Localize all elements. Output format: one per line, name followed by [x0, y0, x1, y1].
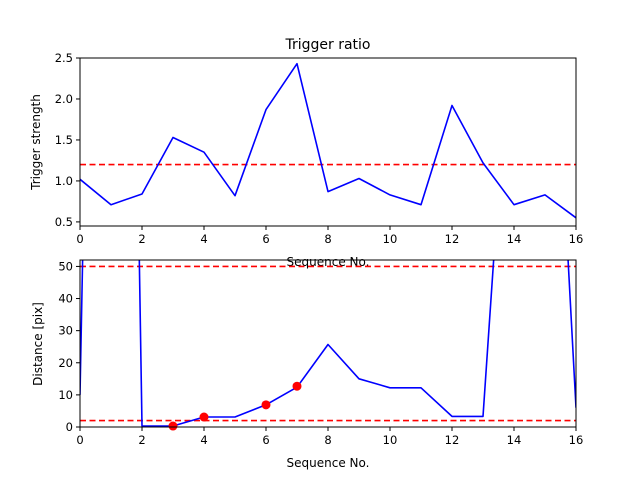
- bottom-x-tick-label: 6: [262, 433, 269, 447]
- bottom-y-tick-label: 20: [58, 356, 73, 370]
- top-axes-frame: [79, 57, 577, 227]
- top-x-tick-label: 14: [507, 232, 522, 246]
- bottom-marker-point: [292, 381, 302, 391]
- bottom-x-axis-label: Sequence No.: [287, 456, 370, 470]
- bottom-x-tick-label: 4: [200, 433, 207, 447]
- bottom-y-tick-label: 30: [58, 324, 73, 338]
- bottom-x-tick-label: 16: [569, 433, 584, 447]
- top-series-line-0: [80, 62, 576, 219]
- bottom-x-tick-label: 14: [507, 433, 522, 447]
- top-x-tick-label: 8: [324, 232, 331, 246]
- bottom-x-tick-label: 2: [138, 433, 145, 447]
- bottom-y-tick-label: 10: [58, 388, 73, 402]
- bottom-y-axis-label: Distance [pix]: [31, 302, 45, 386]
- top-y-tick-label: 2.5: [55, 51, 73, 65]
- bottom-series-line-0: [80, 260, 576, 427]
- bottom-x-tick-label: 8: [324, 433, 331, 447]
- top-x-tick-label: 10: [383, 232, 398, 246]
- top-x-tick-label: 2: [138, 232, 145, 246]
- top-y-tick-label: 1.0: [55, 174, 73, 188]
- bottom-plot-area: 0 2 4 6 8 10 12 14 16 0 10 20 30 40 50: [58, 259, 584, 447]
- bottom-marker-point: [199, 412, 209, 422]
- top-y-tick-label: 0.5: [55, 215, 73, 229]
- top-y-tick-label: 1.5: [55, 133, 73, 147]
- bottom-y-tick-label: 40: [58, 292, 73, 306]
- top-y-tick-label: 2.0: [55, 92, 73, 106]
- bottom-x-tick-label: 12: [445, 433, 460, 447]
- top-x-axis-label: Sequence No.: [287, 255, 370, 269]
- top-plot-area: 0 2 4 6 8 10 12 14 16 0.5 1.0 1.5 2.0 2.5: [55, 51, 584, 246]
- top-axes: Trigger ratio Trigger strength Sequence …: [29, 37, 583, 269]
- bottom-x-tick-label: 0: [76, 433, 83, 447]
- bottom-marker-point: [261, 400, 271, 410]
- top-x-tick-label: 0: [76, 232, 83, 246]
- bottom-y-tick-label: 0: [66, 420, 73, 434]
- bottom-y-tick-label: 50: [58, 259, 73, 273]
- top-x-tick-label: 16: [569, 232, 584, 246]
- bottom-axes: Distance [pix] Sequence No. 0 2 4 6 8 10 12 14 1…: [31, 259, 584, 470]
- top-x-tick-label: 6: [262, 232, 269, 246]
- top-x-tick-label: 12: [445, 232, 460, 246]
- bottom-marker-point: [168, 421, 178, 431]
- bottom-x-tick-label: 10: [383, 433, 398, 447]
- top-chart-title: Trigger ratio: [284, 37, 370, 53]
- bottom-axes-frame: [79, 259, 577, 428]
- top-x-tick-label: 4: [200, 232, 207, 246]
- top-y-axis-label: Trigger strength: [29, 94, 43, 191]
